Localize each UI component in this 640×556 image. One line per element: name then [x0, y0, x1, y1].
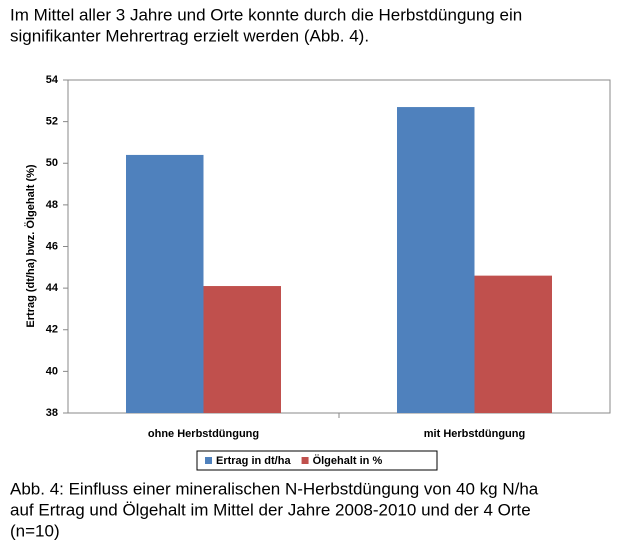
y-tick-label: 42: [46, 324, 58, 336]
y-tick-label: 44: [46, 282, 59, 294]
y-axis-label: Ertrag (dt/ha) bwz. Ölgehalt (%): [24, 164, 37, 328]
x-tick-label: ohne Herbstdüngung: [148, 428, 259, 440]
legend-box: [196, 450, 438, 471]
caption-line: Abb. 4: Einfluss einer mineralischen N-H…: [10, 479, 539, 498]
caption-line: (n=10): [10, 521, 60, 540]
bar: [203, 286, 281, 413]
y-tick-label: 46: [46, 240, 58, 252]
y-tick-label: 54: [46, 74, 59, 86]
caption-line: auf Ertrag und Ölgehalt im Mittel der Ja…: [10, 500, 531, 519]
x-tick-label: mit Herbstdüngung: [424, 428, 525, 440]
intro-line: Im Mittel aller 3 Jahre und Orte konnte …: [10, 5, 522, 24]
bar: [126, 154, 204, 414]
legend-swatch: [301, 457, 309, 464]
bar: [397, 107, 475, 414]
y-tick-label: 38: [46, 407, 58, 419]
y-tick-label: 50: [46, 157, 58, 169]
y-tick-label: 52: [46, 116, 58, 128]
y-tick-label: 40: [46, 365, 58, 377]
legend-swatch: [205, 457, 212, 464]
intro-line: signifikanter Mehrertrag erzielt werden …: [10, 26, 369, 45]
bar: [474, 275, 552, 413]
y-tick-label: 48: [46, 199, 58, 211]
legend-label: Ölgehalt in %: [313, 454, 383, 467]
legend-label: Ertrag in dt/ha: [216, 455, 291, 467]
